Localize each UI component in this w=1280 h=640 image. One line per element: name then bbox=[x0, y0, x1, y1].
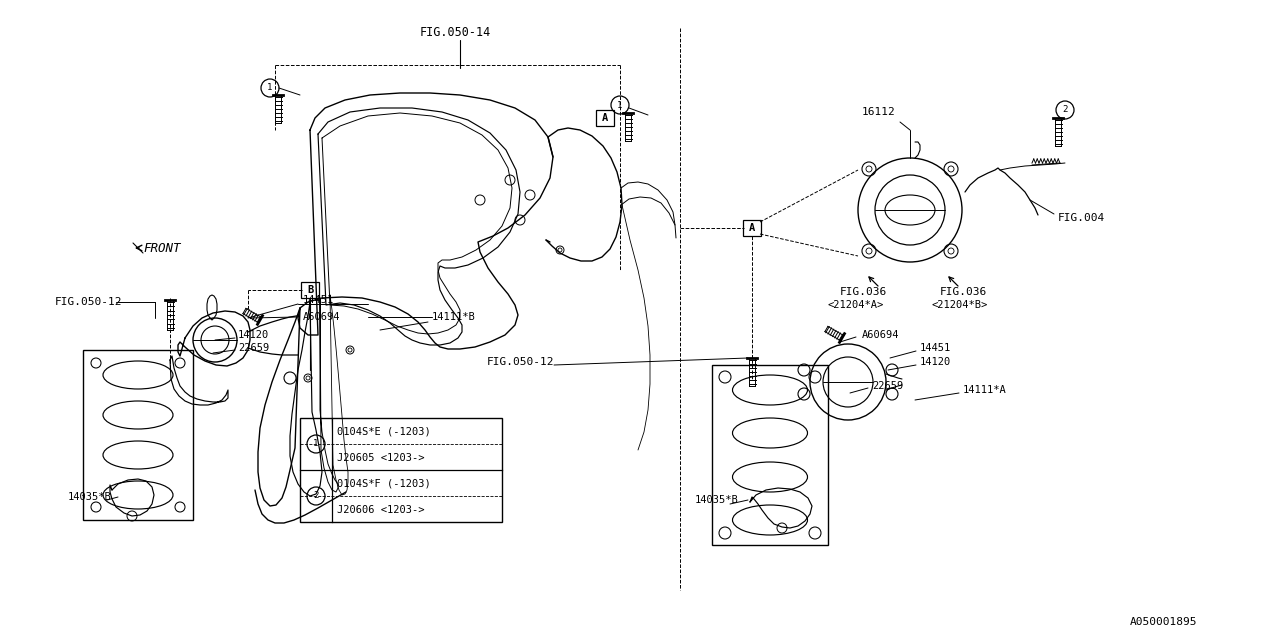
Text: 16112: 16112 bbox=[861, 107, 896, 117]
Text: FIG.004: FIG.004 bbox=[1059, 213, 1105, 223]
Bar bbox=[712, 365, 828, 545]
Text: FIG.050-12: FIG.050-12 bbox=[486, 357, 554, 367]
Text: A050001895: A050001895 bbox=[1130, 617, 1198, 627]
Bar bbox=[301, 282, 319, 298]
Text: 1: 1 bbox=[617, 100, 622, 109]
Text: A60694: A60694 bbox=[303, 312, 340, 322]
Text: B: B bbox=[307, 285, 314, 295]
Text: 2: 2 bbox=[1062, 106, 1068, 115]
Text: J20606 <1203->: J20606 <1203-> bbox=[337, 505, 425, 515]
Text: 14451: 14451 bbox=[303, 295, 334, 305]
Text: 14451: 14451 bbox=[920, 343, 951, 353]
Text: FIG.036: FIG.036 bbox=[840, 287, 887, 297]
Bar bbox=[300, 418, 502, 522]
Text: <21204*B>: <21204*B> bbox=[932, 300, 988, 310]
Text: A: A bbox=[749, 223, 755, 233]
Text: 1: 1 bbox=[314, 440, 319, 449]
Text: J20605 <1203->: J20605 <1203-> bbox=[337, 453, 425, 463]
Text: A: A bbox=[602, 113, 608, 123]
Text: <21204*A>: <21204*A> bbox=[828, 300, 884, 310]
Text: 2: 2 bbox=[314, 492, 319, 500]
Text: 14120: 14120 bbox=[920, 357, 951, 367]
Text: 14111*A: 14111*A bbox=[963, 385, 1007, 395]
Bar bbox=[742, 220, 762, 236]
Text: A60694: A60694 bbox=[861, 330, 900, 340]
Text: 14035*B: 14035*B bbox=[695, 495, 739, 505]
Text: 14035*B: 14035*B bbox=[68, 492, 111, 502]
Text: 22659: 22659 bbox=[872, 381, 904, 391]
Text: 0104S*E (-1203): 0104S*E (-1203) bbox=[337, 427, 431, 437]
Text: 1: 1 bbox=[268, 83, 273, 93]
Text: FRONT: FRONT bbox=[143, 241, 180, 255]
Text: 14111*B: 14111*B bbox=[433, 312, 476, 322]
Text: FIG.050-14: FIG.050-14 bbox=[420, 26, 492, 38]
Text: 22659: 22659 bbox=[238, 343, 269, 353]
Text: FIG.036: FIG.036 bbox=[940, 287, 987, 297]
Bar bbox=[83, 350, 193, 520]
Text: FIG.050-12: FIG.050-12 bbox=[55, 297, 123, 307]
Bar bbox=[596, 110, 614, 126]
Text: 14120: 14120 bbox=[238, 330, 269, 340]
Text: 0104S*F (-1203): 0104S*F (-1203) bbox=[337, 479, 431, 489]
